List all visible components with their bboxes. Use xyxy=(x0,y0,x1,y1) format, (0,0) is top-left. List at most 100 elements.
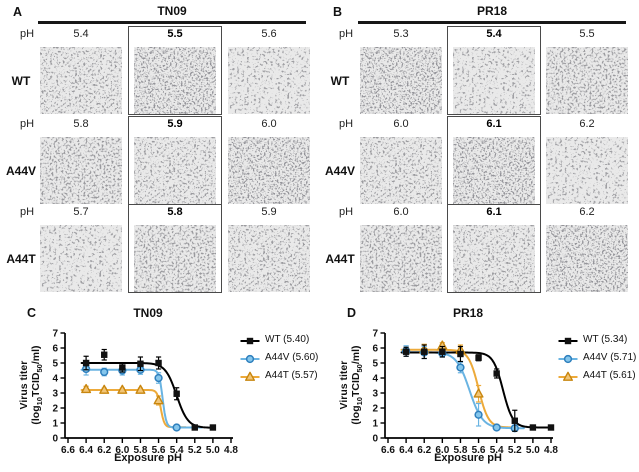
panel-b-title-rule xyxy=(358,21,626,24)
ph-value: 5.9 xyxy=(261,206,277,218)
legend-label: A44V (5.71) xyxy=(583,352,637,363)
panel-c-letter: C xyxy=(27,306,37,320)
ph-value: 5.8 xyxy=(73,118,89,130)
ph-value: 6.2 xyxy=(579,206,595,218)
legend-label: A44T (5.57) xyxy=(265,370,318,381)
legend-entry: WT (5.34) xyxy=(558,331,636,348)
micrograph xyxy=(360,47,442,114)
panel-a-title: TN09 xyxy=(157,4,187,18)
row-label-wt: WT xyxy=(330,74,350,88)
micrograph xyxy=(546,137,628,204)
svg-text:6.0: 6.0 xyxy=(435,445,449,456)
svg-text:6: 6 xyxy=(372,344,378,355)
panel-b-title: PR18 xyxy=(476,4,508,18)
ph-value: 5.7 xyxy=(73,206,89,218)
legend-entry: WT (5.40) xyxy=(240,331,318,348)
micrograph xyxy=(360,225,442,292)
ph-value: 6.0 xyxy=(261,118,277,130)
svg-text:0: 0 xyxy=(372,434,378,445)
svg-text:6: 6 xyxy=(52,344,58,355)
ph-value: 5.3 xyxy=(393,28,409,40)
row-label-a44v: A44V xyxy=(5,164,37,178)
svg-text:6.6: 6.6 xyxy=(61,445,75,456)
micrograph xyxy=(453,225,535,292)
legend-entry: A44V (5.71) xyxy=(558,349,636,366)
svg-text:2: 2 xyxy=(372,404,378,415)
wt-square-marker-icon xyxy=(240,334,260,346)
chart-c-legend: WT (5.40) A44V (5.60) A44T (5.57) xyxy=(240,331,318,384)
svg-text:5: 5 xyxy=(372,359,378,370)
ph-value-highlighted: 5.5 xyxy=(167,28,183,40)
highlight-box xyxy=(128,204,222,293)
micrograph xyxy=(40,47,122,114)
ph-value: 6.0 xyxy=(393,118,409,130)
svg-text:5: 5 xyxy=(52,359,58,370)
legend-label: A44T (5.61) xyxy=(583,370,636,381)
svg-text:5.4: 5.4 xyxy=(170,445,184,456)
panel-a-title-rule xyxy=(38,21,306,24)
ph-value: 5.6 xyxy=(261,28,277,40)
highlight-box xyxy=(128,116,222,205)
ph-label: pH xyxy=(338,206,354,218)
svg-text:1: 1 xyxy=(52,419,58,430)
svg-text:7: 7 xyxy=(52,329,58,340)
svg-text:5.6: 5.6 xyxy=(152,445,166,456)
svg-text:5.2: 5.2 xyxy=(508,445,522,456)
chart-d-xaxis-label: Exposure pH xyxy=(434,452,502,464)
svg-text:3: 3 xyxy=(372,389,378,400)
legend-entry: A44T (5.61) xyxy=(558,367,636,384)
svg-text:5.0: 5.0 xyxy=(526,445,540,456)
a44v-circle-marker-icon xyxy=(240,352,260,364)
svg-text:6.0: 6.0 xyxy=(115,445,129,456)
ph-value: 6.0 xyxy=(393,206,409,218)
highlight-box xyxy=(128,26,222,115)
ph-label: pH xyxy=(19,206,35,218)
micrograph xyxy=(453,47,535,114)
micrograph xyxy=(360,137,442,204)
svg-text:7: 7 xyxy=(372,329,378,340)
micrograph xyxy=(134,47,216,114)
chart-c-plot: 0 1 2 3 4 5 6 7 6.6 6.4 6.2 6.0 5.8 5.6 5.4 5.2 5.0 4.8 xyxy=(52,329,238,457)
row-label-a44t: A44T xyxy=(325,252,355,266)
panel-a-letter: A xyxy=(13,5,23,19)
highlight-box xyxy=(447,204,541,293)
highlight-box xyxy=(447,116,541,205)
micrograph xyxy=(546,225,628,292)
svg-text:4.8: 4.8 xyxy=(224,445,238,456)
svg-text:5.8: 5.8 xyxy=(453,445,467,456)
chart-d-title: PR18 xyxy=(452,306,484,320)
ph-value: 5.5 xyxy=(579,28,595,40)
chart-d-legend: WT (5.34) A44V (5.71) A44T (5.61) xyxy=(558,331,636,384)
micrograph xyxy=(40,225,122,292)
svg-text:5.0: 5.0 xyxy=(206,445,220,456)
svg-text:5.4: 5.4 xyxy=(490,445,504,456)
ph-value-highlighted: 5.9 xyxy=(167,118,183,130)
chart-d-plot: 0 1 2 3 4 5 6 7 6.6 6.4 6.2 6.0 5.8 5.6 5.4 5.2 5.0 4.8 xyxy=(372,329,558,457)
svg-text:5.8: 5.8 xyxy=(133,445,147,456)
row-label-a44t: A44T xyxy=(6,252,36,266)
ph-value-highlighted: 6.1 xyxy=(486,206,502,218)
wt-square-marker-icon xyxy=(558,334,578,346)
legend-label: WT (5.34) xyxy=(583,334,628,345)
micrograph xyxy=(40,137,122,204)
svg-text:3: 3 xyxy=(52,389,58,400)
svg-text:5.2: 5.2 xyxy=(188,445,202,456)
ph-label: pH xyxy=(338,28,354,40)
legend-label: WT (5.40) xyxy=(265,334,310,345)
ph-label: pH xyxy=(338,118,354,130)
micrograph xyxy=(453,137,535,204)
svg-text:6.6: 6.6 xyxy=(381,445,395,456)
micrograph xyxy=(134,225,216,292)
svg-text:4: 4 xyxy=(372,374,378,385)
svg-text:2: 2 xyxy=(52,404,58,415)
panel-d-letter: D xyxy=(347,306,357,320)
row-label-wt: WT xyxy=(11,74,31,88)
ph-label: pH xyxy=(19,28,35,40)
ph-value-highlighted: 6.1 xyxy=(486,118,502,130)
micrograph xyxy=(228,225,310,292)
micrograph xyxy=(134,137,216,204)
svg-text:1: 1 xyxy=(372,419,378,430)
a44t-triangle-marker-icon xyxy=(558,370,578,382)
ph-value: 5.4 xyxy=(73,28,89,40)
